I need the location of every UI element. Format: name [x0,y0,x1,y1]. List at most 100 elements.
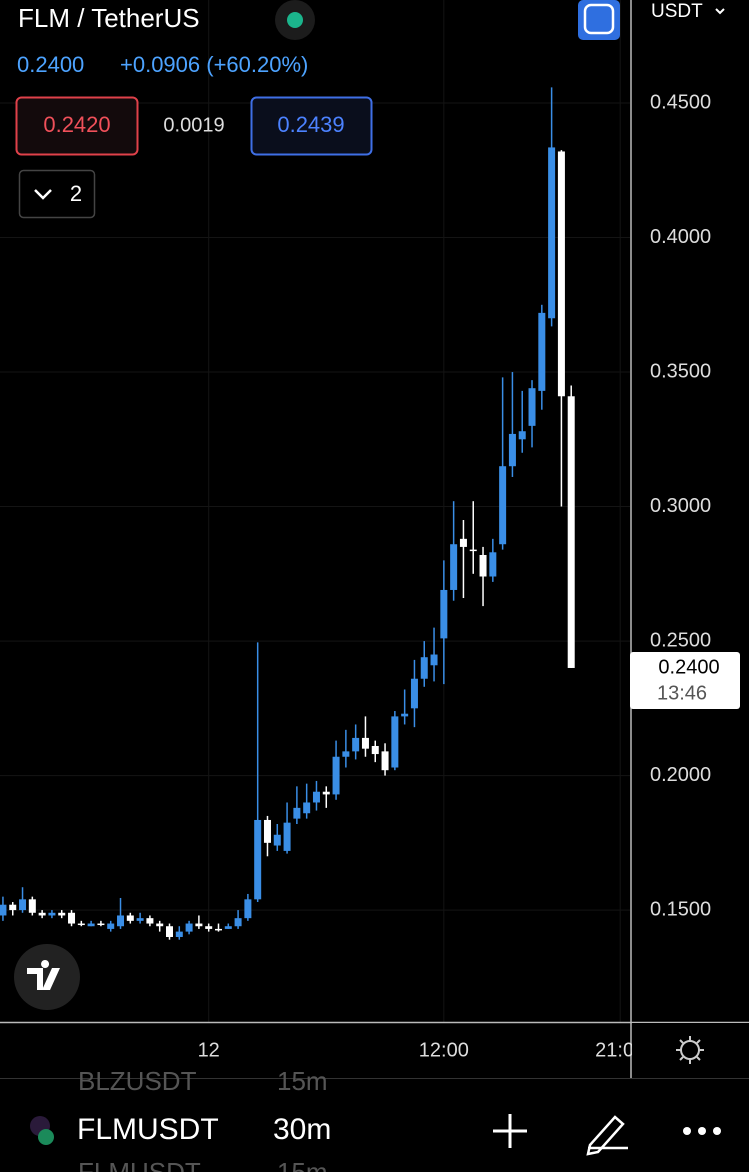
candle-body [303,802,311,814]
candle-body [567,396,575,668]
candle-body [254,819,262,900]
candle-body [58,912,66,916]
candle-body [244,899,252,919]
candle-body [401,713,409,717]
candle-body [361,737,369,749]
currency-chevron [715,8,725,15]
ghost-interval: 15m [277,1066,328,1096]
candle-body [469,549,477,552]
candle-body [459,538,467,547]
settings-area [632,1023,749,1078]
countdown: 13:46 [657,682,707,704]
candle-body [146,918,154,924]
plot-area [0,0,630,1022]
candle-body [518,431,526,440]
fullscreen-icon [583,3,615,35]
candle-body [107,923,115,929]
candle-body [273,834,281,846]
candle-body [391,716,399,768]
candle-body [410,678,418,709]
spread: 0.0019 [163,114,224,136]
candle-body [508,433,516,467]
quote-icon [38,1129,54,1145]
chevron-icon [34,189,52,200]
interval[interactable]: 30m [273,1113,331,1146]
candle-body [214,928,222,931]
last-price: 0.2400 [17,52,84,77]
add-button[interactable] [493,1114,527,1148]
y-tick-label: 0.3500 [650,360,711,382]
y-tick-label: 0.2000 [650,764,711,786]
bottom-bar [0,1092,749,1154]
more-dot[interactable] [713,1127,721,1135]
sell-button[interactable] [15,96,139,156]
candle-body [420,657,428,679]
candle-body [77,923,85,926]
candle-body [117,915,125,927]
y-tick-label: 0.2500 [650,629,711,651]
candle-body [9,904,17,911]
ghost-symbol: FLMUSDT [78,1157,201,1172]
candle-body [293,807,301,819]
candle-body [19,899,27,911]
indicator-toggle[interactable] [18,169,96,219]
candle-body [166,926,174,937]
candle-body [557,151,565,397]
logo-bg[interactable] [14,944,80,1010]
candle-body [48,912,56,916]
candle-body [440,589,448,639]
more-dot[interactable] [698,1127,706,1135]
currency[interactable]: USDT [651,1,703,22]
x-tick-label: 12:00 [419,1039,469,1061]
candle-body [156,923,164,927]
last-price-label: 0.2400 [658,656,719,678]
draw-button[interactable] [586,1115,628,1156]
candle-body [283,822,291,851]
candle-body [528,388,536,426]
buy-button[interactable] [250,96,373,156]
candle-body [430,654,438,666]
ask-price[interactable]: 0.2439 [277,112,344,137]
settings-rays [676,1036,704,1064]
candle-body [126,915,134,921]
candle-body [68,912,76,924]
candle-body [175,931,183,937]
candle-body [381,751,389,771]
candle-body [136,918,144,921]
candle-body [205,926,213,929]
candle-body [499,466,507,545]
ghost-interval: 15m [277,1157,328,1172]
candle-body [234,918,242,927]
candle-body [97,923,105,926]
price-change: +0.0906 (+60.20%) [120,52,308,77]
y-tick-label: 0.3000 [650,495,711,517]
symbol-title[interactable]: FLM / TetherUS [18,3,200,33]
candle-body [342,751,350,757]
last-price-box [630,651,740,709]
candle-body [87,923,95,927]
ghost-symbol: BLZUSDT [78,1066,197,1096]
indicator-count[interactable]: 2 [70,181,82,206]
candle-body [489,552,497,577]
candle-body [538,312,546,391]
candle-body [0,904,7,916]
candle-body [450,544,458,590]
bid-price[interactable]: 0.2420 [43,112,110,137]
candle-body [195,923,203,927]
y-tick-label: 0.4500 [650,91,711,113]
symbol[interactable]: FLMUSDT [77,1113,219,1146]
candle-body [263,819,271,843]
candle-body [479,554,487,577]
x-tick-label: 12 [198,1039,220,1061]
y-tick-label: 0.4000 [650,226,711,248]
candle-body [38,912,46,916]
y-axis: 0.1500 0.2000 0.2500 0.3000 0.3500 0.4000 0.45… [630,91,740,920]
candle-body [332,756,340,795]
status-dot [287,12,303,28]
more-dot[interactable] [683,1127,691,1135]
fullscreen-button[interactable] [578,0,620,40]
candle-body [28,899,36,913]
